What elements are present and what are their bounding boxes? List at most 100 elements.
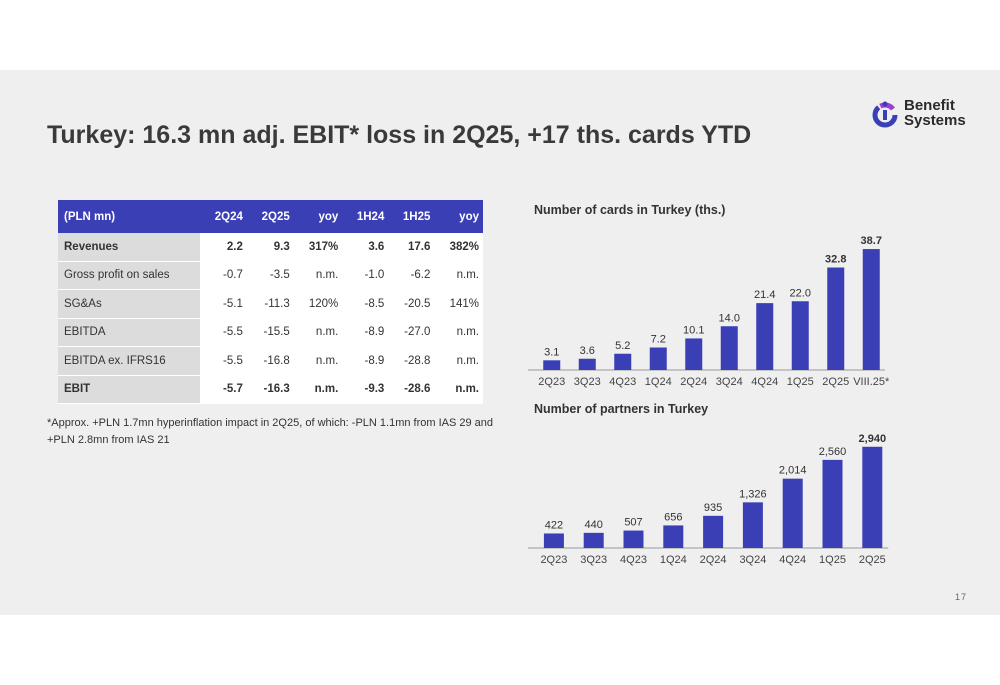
table-cell: 2.2 — [200, 233, 247, 262]
table-cell: 9.3 — [246, 233, 294, 262]
bar — [756, 303, 774, 370]
bar — [720, 326, 738, 370]
x-tick-label: 1Q24 — [660, 554, 687, 566]
bar — [782, 478, 803, 548]
x-tick-label: 4Q23 — [620, 554, 647, 566]
table-header: yoy — [293, 200, 343, 233]
company-logo: Benefit Systems — [872, 98, 982, 132]
table-header-row: (PLN mn) 2Q24 2Q25 yoy 1H24 1H25 yoy — [58, 200, 483, 233]
table-header: 2Q25 — [246, 200, 294, 233]
row-label: EBITDA — [58, 318, 200, 347]
bar — [614, 353, 632, 370]
table-cell: 17.6 — [388, 233, 435, 262]
x-tick-label: 1Q25 — [787, 376, 814, 388]
data-label: 14.0 — [719, 312, 740, 324]
table-cell: -9.3 — [342, 375, 389, 404]
table-cell: -28.8 — [388, 346, 435, 376]
page-title: Turkey: 16.3 mn adj. EBIT* loss in 2Q25,… — [47, 121, 752, 149]
table-cell: -5.1 — [200, 289, 247, 319]
data-label: 3.1 — [544, 346, 559, 358]
table-cell: -16.8 — [246, 346, 294, 376]
bar — [742, 502, 763, 548]
x-tick-label: 2Q24 — [680, 376, 707, 388]
table-cell: n.m. — [434, 318, 483, 347]
partners-bar-chart: 422 2Q23 440 3Q23 507 4Q23 656 1Q24 935 2Q24 1,326… — [528, 433, 889, 566]
row-label: Revenues — [58, 233, 200, 262]
data-label: 38.7 — [861, 235, 882, 247]
table-cell: n.m. — [293, 261, 343, 290]
table-cell: -6.2 — [388, 261, 435, 290]
slide: Turkey: 16.3 mn adj. EBIT* loss in 2Q25,… — [0, 70, 1000, 615]
x-tick-label: 3Q24 — [739, 554, 766, 566]
bar — [862, 446, 883, 548]
bar — [543, 533, 564, 548]
table-cell: n.m. — [434, 261, 483, 290]
x-tick-label: 1Q25 — [819, 554, 846, 566]
table-row: EBITDA -5.5 -15.5 n.m. -8.9 -27.0 n.m. — [58, 318, 483, 347]
table-cell: -27.0 — [388, 318, 435, 347]
data-label: 2,014 — [779, 465, 807, 477]
table-header: 1H24 — [342, 200, 389, 233]
table-header: 1H25 — [388, 200, 435, 233]
logo-line-1: Benefit — [904, 97, 955, 114]
logo-line-2: Systems — [904, 112, 966, 129]
data-label: 22.0 — [790, 287, 811, 299]
table-row: EBIT -5.7 -16.3 n.m. -9.3 -28.6 n.m. — [58, 375, 483, 404]
table-cell: n.m. — [434, 375, 483, 404]
table-cell: -8.9 — [342, 318, 389, 347]
table-cell: n.m. — [293, 375, 343, 404]
table-cell: -28.6 — [388, 375, 435, 404]
table-header: 2Q24 — [200, 200, 247, 233]
x-tick-label: 2Q25 — [859, 554, 886, 566]
benefit-systems-logo-icon — [872, 101, 898, 128]
bar — [663, 525, 684, 548]
x-tick-label: 3Q23 — [580, 554, 607, 566]
data-label: 935 — [704, 502, 722, 514]
bar — [703, 515, 724, 548]
x-tick-label: 2Q23 — [538, 376, 565, 388]
data-label: 507 — [624, 517, 642, 529]
table-cell: -5.5 — [200, 318, 247, 347]
row-label: EBITDA ex. IFRS16 — [58, 346, 200, 376]
bar — [791, 301, 809, 370]
bar — [862, 249, 880, 370]
bar — [822, 459, 843, 548]
table-cell: -15.5 — [246, 318, 294, 347]
table-cell: -16.3 — [246, 375, 294, 404]
data-label: 440 — [585, 519, 603, 531]
x-tick-label: VIII.25* — [853, 376, 890, 388]
data-label: 2,560 — [819, 446, 847, 458]
bar — [827, 267, 845, 370]
table-cell: -3.5 — [246, 261, 294, 290]
data-label: 3.6 — [580, 345, 595, 357]
table-header: yoy — [434, 200, 483, 233]
table-cell: -0.7 — [200, 261, 247, 290]
x-tick-label: 3Q23 — [574, 376, 601, 388]
bar — [578, 358, 596, 370]
table-cell: -5.7 — [200, 375, 247, 404]
table-row: EBITDA ex. IFRS16 -5.5 -16.8 n.m. -8.9 -… — [58, 346, 483, 376]
partners-chart-title: Number of partners in Turkey — [534, 402, 709, 416]
logo-wordmark: Benefit Systems — [904, 98, 966, 128]
x-tick-label: 1Q24 — [645, 376, 672, 388]
table-row: SG&As -5.1 -11.3 120% -8.5 -20.5 141% — [58, 289, 483, 319]
data-label: 422 — [545, 519, 563, 531]
table-cell: -11.3 — [246, 289, 294, 319]
data-label: 5.2 — [615, 340, 630, 352]
data-label: 32.8 — [825, 254, 846, 266]
row-label: EBIT — [58, 375, 200, 404]
bar — [583, 532, 604, 548]
x-tick-label: 3Q24 — [716, 376, 743, 388]
table-cell: -8.5 — [342, 289, 389, 319]
table-cell: 317% — [293, 233, 343, 262]
bar — [685, 338, 703, 370]
row-label: SG&As — [58, 289, 200, 319]
page-number: 17 — [955, 592, 968, 602]
bar — [543, 360, 561, 370]
table-cell: -5.5 — [200, 346, 247, 376]
financials-table: (PLN mn) 2Q24 2Q25 yoy 1H24 1H25 yoy Rev… — [58, 200, 483, 404]
data-label: 1,326 — [739, 488, 767, 500]
table-header: (PLN mn) — [58, 200, 200, 233]
table-cell: -8.9 — [342, 346, 389, 376]
bar — [649, 347, 667, 370]
